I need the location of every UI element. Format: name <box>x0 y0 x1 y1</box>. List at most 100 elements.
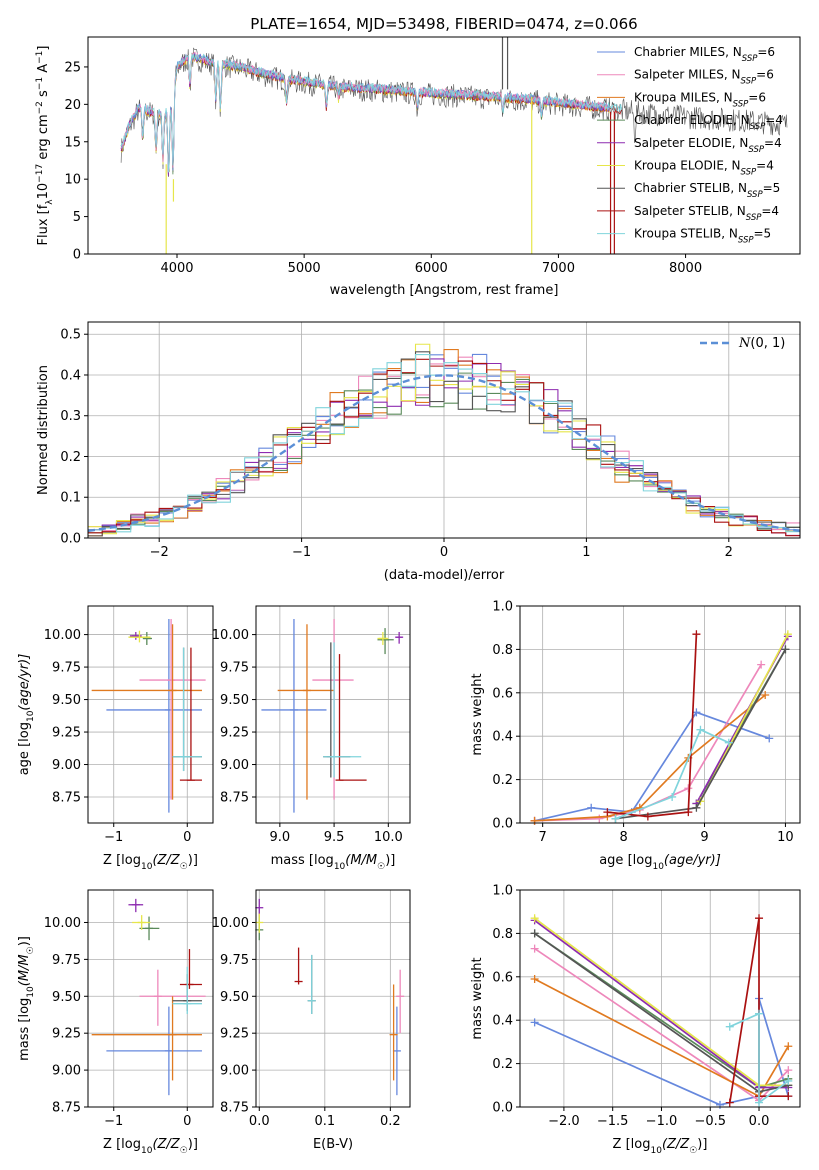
tick-label-y: 9.25 <box>220 1027 249 1042</box>
legend-text: Salpeter ELODIE, N <box>634 136 748 150</box>
errorbars-mass_vs_ebv <box>255 898 405 1096</box>
label-part: )] <box>385 853 395 868</box>
legend-value: =4 <box>765 113 783 127</box>
label-sub: 10 <box>652 862 664 872</box>
tick-label-y: 9.00 <box>52 758 81 773</box>
legend-value: =5 <box>763 181 781 195</box>
weight-marker <box>611 814 620 823</box>
age-vs-Z-ylabel: age [log10(age/yr)] <box>17 654 36 776</box>
weight-marker <box>530 944 539 953</box>
label-part: (Z/Z <box>152 1137 180 1152</box>
legend-sub: SSP <box>738 236 754 246</box>
legend-sub: SSP <box>746 213 762 223</box>
tick-label-x: −2.0 <box>548 1114 580 1129</box>
age-vs-Z-xlabel: Z [log10(Z/Z☉)] <box>103 853 198 872</box>
label-sub: 10 <box>26 986 36 998</box>
tick-label-y: 10.00 <box>44 628 81 643</box>
label-sub: 10 <box>141 1146 153 1156</box>
tick-label-y: 10.00 <box>44 916 81 931</box>
label-sub: ☉ <box>377 862 385 872</box>
legend-sub: SSP <box>742 54 758 64</box>
tick-label-y: 0.3 <box>60 409 81 424</box>
errorbars-age_vs_Z <box>91 618 206 813</box>
tick-label-x: 0 <box>440 545 448 560</box>
normal-legend-label: N(0, 1) <box>738 336 785 351</box>
label-sub: 10 <box>650 1146 662 1156</box>
tick-label-y: 0.0 <box>492 817 513 832</box>
weight-marker <box>530 816 539 825</box>
label-part: )] <box>17 936 32 946</box>
tick-label-y: 10 <box>64 173 81 188</box>
legend-sub: SSP <box>733 99 749 109</box>
label-sub: 10 <box>334 862 346 872</box>
tick-label-x: 7 <box>539 830 547 845</box>
spectrum-kroupa_elodie <box>120 54 610 177</box>
axes-age_vs_mass: 9.0 9.5 10.0 8.75 9.00 9.25 9.50 9.75 10.00 <box>212 606 410 845</box>
tick-label-y: 1.0 <box>492 600 513 615</box>
tick-label-y: 9.25 <box>52 726 81 741</box>
ylabel-part: −2 <box>35 101 45 114</box>
tick-label-x: −2 <box>150 545 169 560</box>
weight-marker <box>716 1100 724 1109</box>
tick-label-x: 0 <box>183 830 191 845</box>
legend-value: =6 <box>756 68 774 82</box>
tick-label-y: 9.50 <box>220 693 249 708</box>
legend-value: =6 <box>748 90 766 104</box>
weight-marker <box>530 929 539 938</box>
weight-marker <box>784 1042 793 1051</box>
axes-age_vs_Z: −1 0 8.75 9.00 9.25 9.50 9.75 10.00 <box>44 606 213 845</box>
weight-marker <box>692 803 701 812</box>
residuals-xlabel: (data-model)/error <box>384 568 505 583</box>
weight-marker <box>530 974 539 983</box>
weight-marker <box>755 1009 764 1018</box>
weight-marker <box>692 708 701 717</box>
tick-label-x: 6000 <box>415 261 448 276</box>
weight-marker <box>755 914 764 923</box>
tick-label-x: 0.0 <box>749 1114 770 1129</box>
tick-label-x: −1 <box>104 1114 123 1129</box>
label-part: )] <box>188 853 198 868</box>
histograms <box>88 343 800 537</box>
histogram-kroupa_stelib <box>88 354 800 533</box>
tick-label-x: 8000 <box>669 261 702 276</box>
axes-weight_vs_age: 7 8 9 10 0.0 0.2 0.4 0.6 0.8 1.0 <box>492 600 800 845</box>
tick-label-y: 9.75 <box>52 661 81 676</box>
tick-label-x: −1.5 <box>597 1114 629 1129</box>
legend-sub: SSP <box>748 145 764 155</box>
tick-label-x: 10.0 <box>374 830 403 845</box>
tick-label-x: 0.1 <box>314 1114 335 1129</box>
errorbars-age_vs_mass <box>261 618 404 813</box>
tick-label-y: 8.75 <box>220 1101 249 1116</box>
histogram-chabrier_stelib <box>88 351 800 537</box>
tick-label-y: 0.8 <box>492 927 513 942</box>
tick-label-y: 10.00 <box>212 628 249 643</box>
label-part: (Z/Z <box>662 1137 690 1152</box>
tick-label-y: 0.0 <box>492 1101 513 1116</box>
weight-lines-weight_vs_age <box>530 630 792 825</box>
legend-entry: Chabrier ELODIE, NSSP=4 <box>634 113 783 132</box>
weight-line-salpeter_stelib <box>607 634 698 818</box>
tick-label-x: 0 <box>183 1114 191 1129</box>
spectrum-salpeter_elodie <box>120 51 610 177</box>
legend-entry: Chabrier STELIB, NSSP=5 <box>634 181 780 200</box>
axes-mass_vs_ebv: 0.0 0.1 0.2 8.75 9.00 9.25 9.50 9.75 10.00 <box>212 890 410 1129</box>
legend-value: =5 <box>754 227 772 241</box>
tick-label-y: 8.75 <box>52 791 81 806</box>
weight-line-kroupa_miles <box>534 694 766 822</box>
legend-value: =4 <box>764 136 782 150</box>
legend-text: Chabrier ELODIE, N <box>634 113 750 127</box>
spectrum-xlabel: wavelength [Angstrom, rest frame] <box>330 283 559 298</box>
legend-text: Kroupa MILES, N <box>634 90 733 104</box>
label-part: Z [log <box>103 853 141 868</box>
legend-sub: SSP <box>747 190 763 200</box>
weight-line-kroupa_stelib <box>729 1012 789 1105</box>
tick-label-y: 15 <box>64 135 81 150</box>
tick-label-y: 0.2 <box>492 1057 513 1072</box>
ylabel-part: erg cm <box>36 114 51 163</box>
tick-label-y: 0.2 <box>60 450 81 465</box>
weight_vs_age-ylabel: mass weight <box>470 673 485 755</box>
label-part: Z [log <box>613 1137 651 1152</box>
legend-text: (0, 1) <box>750 336 785 351</box>
tick-label-y: 10.00 <box>212 916 249 931</box>
